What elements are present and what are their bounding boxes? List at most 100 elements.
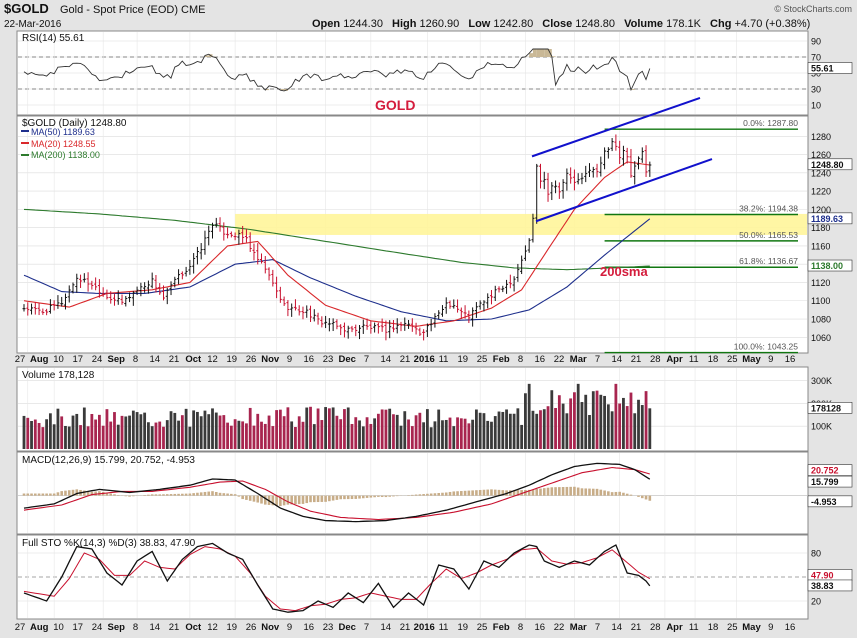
- macd-histogram-bar: [271, 495, 275, 506]
- x-tick-label: 9: [768, 622, 773, 633]
- x-tick-label: Aug: [30, 354, 49, 365]
- macd-histogram-bar: [452, 491, 456, 496]
- macd-histogram-bar: [463, 490, 467, 496]
- x-tick-label: 19: [457, 354, 468, 365]
- macd-histogram-bar: [599, 489, 603, 496]
- fib-level-label: 0.0%: 1287.80: [743, 118, 798, 128]
- macd-histogram-bar: [34, 493, 37, 496]
- macd-histogram-bar: [124, 495, 128, 497]
- macd-histogram-bar: [150, 494, 154, 496]
- macd-histogram-bar: [377, 495, 380, 497]
- x-tick-label: 18: [708, 354, 719, 365]
- resistance-zone: [235, 213, 807, 235]
- volume-bar: [275, 410, 278, 449]
- macd-histogram-bar: [290, 495, 293, 505]
- x-tick-label: May: [742, 622, 761, 633]
- volume-bar: [395, 414, 399, 449]
- volume-bar: [26, 417, 30, 449]
- fib-level-label: 61.8%: 1136.67: [739, 256, 798, 266]
- volume-bar: [365, 417, 369, 449]
- macd-histogram-bar: [312, 495, 316, 503]
- macd-histogram-bar: [75, 489, 79, 496]
- volume-bar: [569, 398, 573, 449]
- volume-bar: [109, 421, 113, 449]
- volume-bar: [644, 391, 648, 449]
- volume-bar: [418, 412, 422, 449]
- price-tick-label: 1280: [811, 132, 831, 142]
- volume-bar: [218, 415, 222, 449]
- gold-annotation: GOLD: [375, 97, 415, 113]
- macd-histogram-bar: [30, 493, 33, 496]
- macd-histogram-bar: [105, 492, 109, 496]
- rsi-extreme-fill: [204, 55, 209, 57]
- x-tick-label: 11: [439, 622, 449, 633]
- macd-layer: [22, 462, 652, 523]
- macd-histogram-bar: [539, 488, 542, 496]
- ma50-value-tag-box: [807, 212, 853, 225]
- sto-tick-label: 20: [811, 597, 821, 607]
- volume-bar: [376, 413, 380, 449]
- macd-histogram-bar: [49, 493, 52, 496]
- x-tick-label: 21: [631, 354, 642, 365]
- sto-k-tag: 38.83: [811, 581, 834, 591]
- volume-bar: [52, 424, 56, 449]
- x-tick-label: 7: [595, 622, 600, 633]
- macd-signal-tag: 20.752: [811, 466, 839, 476]
- x-tick-label: 21: [169, 622, 180, 633]
- volume-bar: [41, 427, 45, 449]
- macd-histogram-bar: [94, 491, 97, 496]
- volume-bar: [94, 419, 98, 449]
- macd-histogram-bar: [618, 491, 621, 496]
- macd-histogram-bar: [177, 493, 180, 496]
- rsi-extreme-fill: [532, 49, 537, 57]
- macd-histogram-bar: [52, 493, 56, 496]
- x-tick-label: Sep: [108, 622, 126, 633]
- volume-bar: [196, 411, 199, 449]
- sto-title: Full STO %K(14,3) %D(3) 38.83, 47.90: [22, 538, 196, 549]
- macd-histogram-bar: [493, 489, 497, 496]
- volume-bar: [591, 391, 595, 449]
- volume-bar: [471, 419, 475, 449]
- macd-histogram-bar: [275, 495, 278, 506]
- volume-bar: [527, 383, 531, 449]
- macd-histogram-bar: [143, 495, 146, 496]
- macd-histogram-bar: [644, 495, 648, 500]
- x-tick-label: 12: [207, 354, 218, 365]
- macd-histogram-bar: [86, 491, 90, 496]
- price-tick-label: 1060: [811, 333, 831, 343]
- x-tick-label: 27: [15, 622, 26, 633]
- volume-bar: [64, 425, 67, 449]
- volume-bar: [490, 421, 493, 449]
- legend-ma20: MA(20) 1248.55: [31, 139, 96, 149]
- x-tick-label: 14: [380, 622, 391, 633]
- volume-bar: [392, 414, 395, 449]
- macd-histogram-bar: [165, 494, 169, 496]
- rsi-line: [23, 48, 651, 92]
- macd-histogram-bar: [448, 491, 452, 496]
- macd-signal-line: [23, 466, 650, 521]
- volume-bar: [599, 394, 603, 449]
- symbol-name: Gold - Spot Price (EOD) CME: [60, 4, 206, 16]
- macd-histogram-bar: [558, 487, 561, 496]
- volume-bar: [380, 409, 384, 449]
- volume-bar: [648, 408, 652, 449]
- rsi-extreme-fill: [536, 49, 541, 57]
- macd-histogram-bar: [241, 495, 244, 500]
- macd-hist-tag-box: [807, 495, 853, 508]
- macd-histogram-bar: [154, 494, 158, 496]
- macd-histogram-bar: [346, 495, 350, 500]
- x-tick-label: 28: [650, 622, 661, 633]
- volume-bar: [403, 411, 407, 449]
- ma50-line: [23, 218, 651, 322]
- volume-bar: [79, 425, 82, 449]
- volume-bar: [346, 407, 350, 449]
- x-tick-label: 24: [92, 622, 103, 633]
- macd-histogram-bar: [554, 487, 557, 496]
- macd-value-tag: 15.799: [811, 477, 839, 487]
- x-tick-label: May: [742, 354, 761, 365]
- macd-histogram-bar: [395, 495, 399, 497]
- macd-histogram-bar: [625, 493, 629, 496]
- volume-bar: [207, 414, 211, 449]
- macd-histogram-bar: [550, 487, 554, 496]
- volume-bar: [425, 409, 429, 449]
